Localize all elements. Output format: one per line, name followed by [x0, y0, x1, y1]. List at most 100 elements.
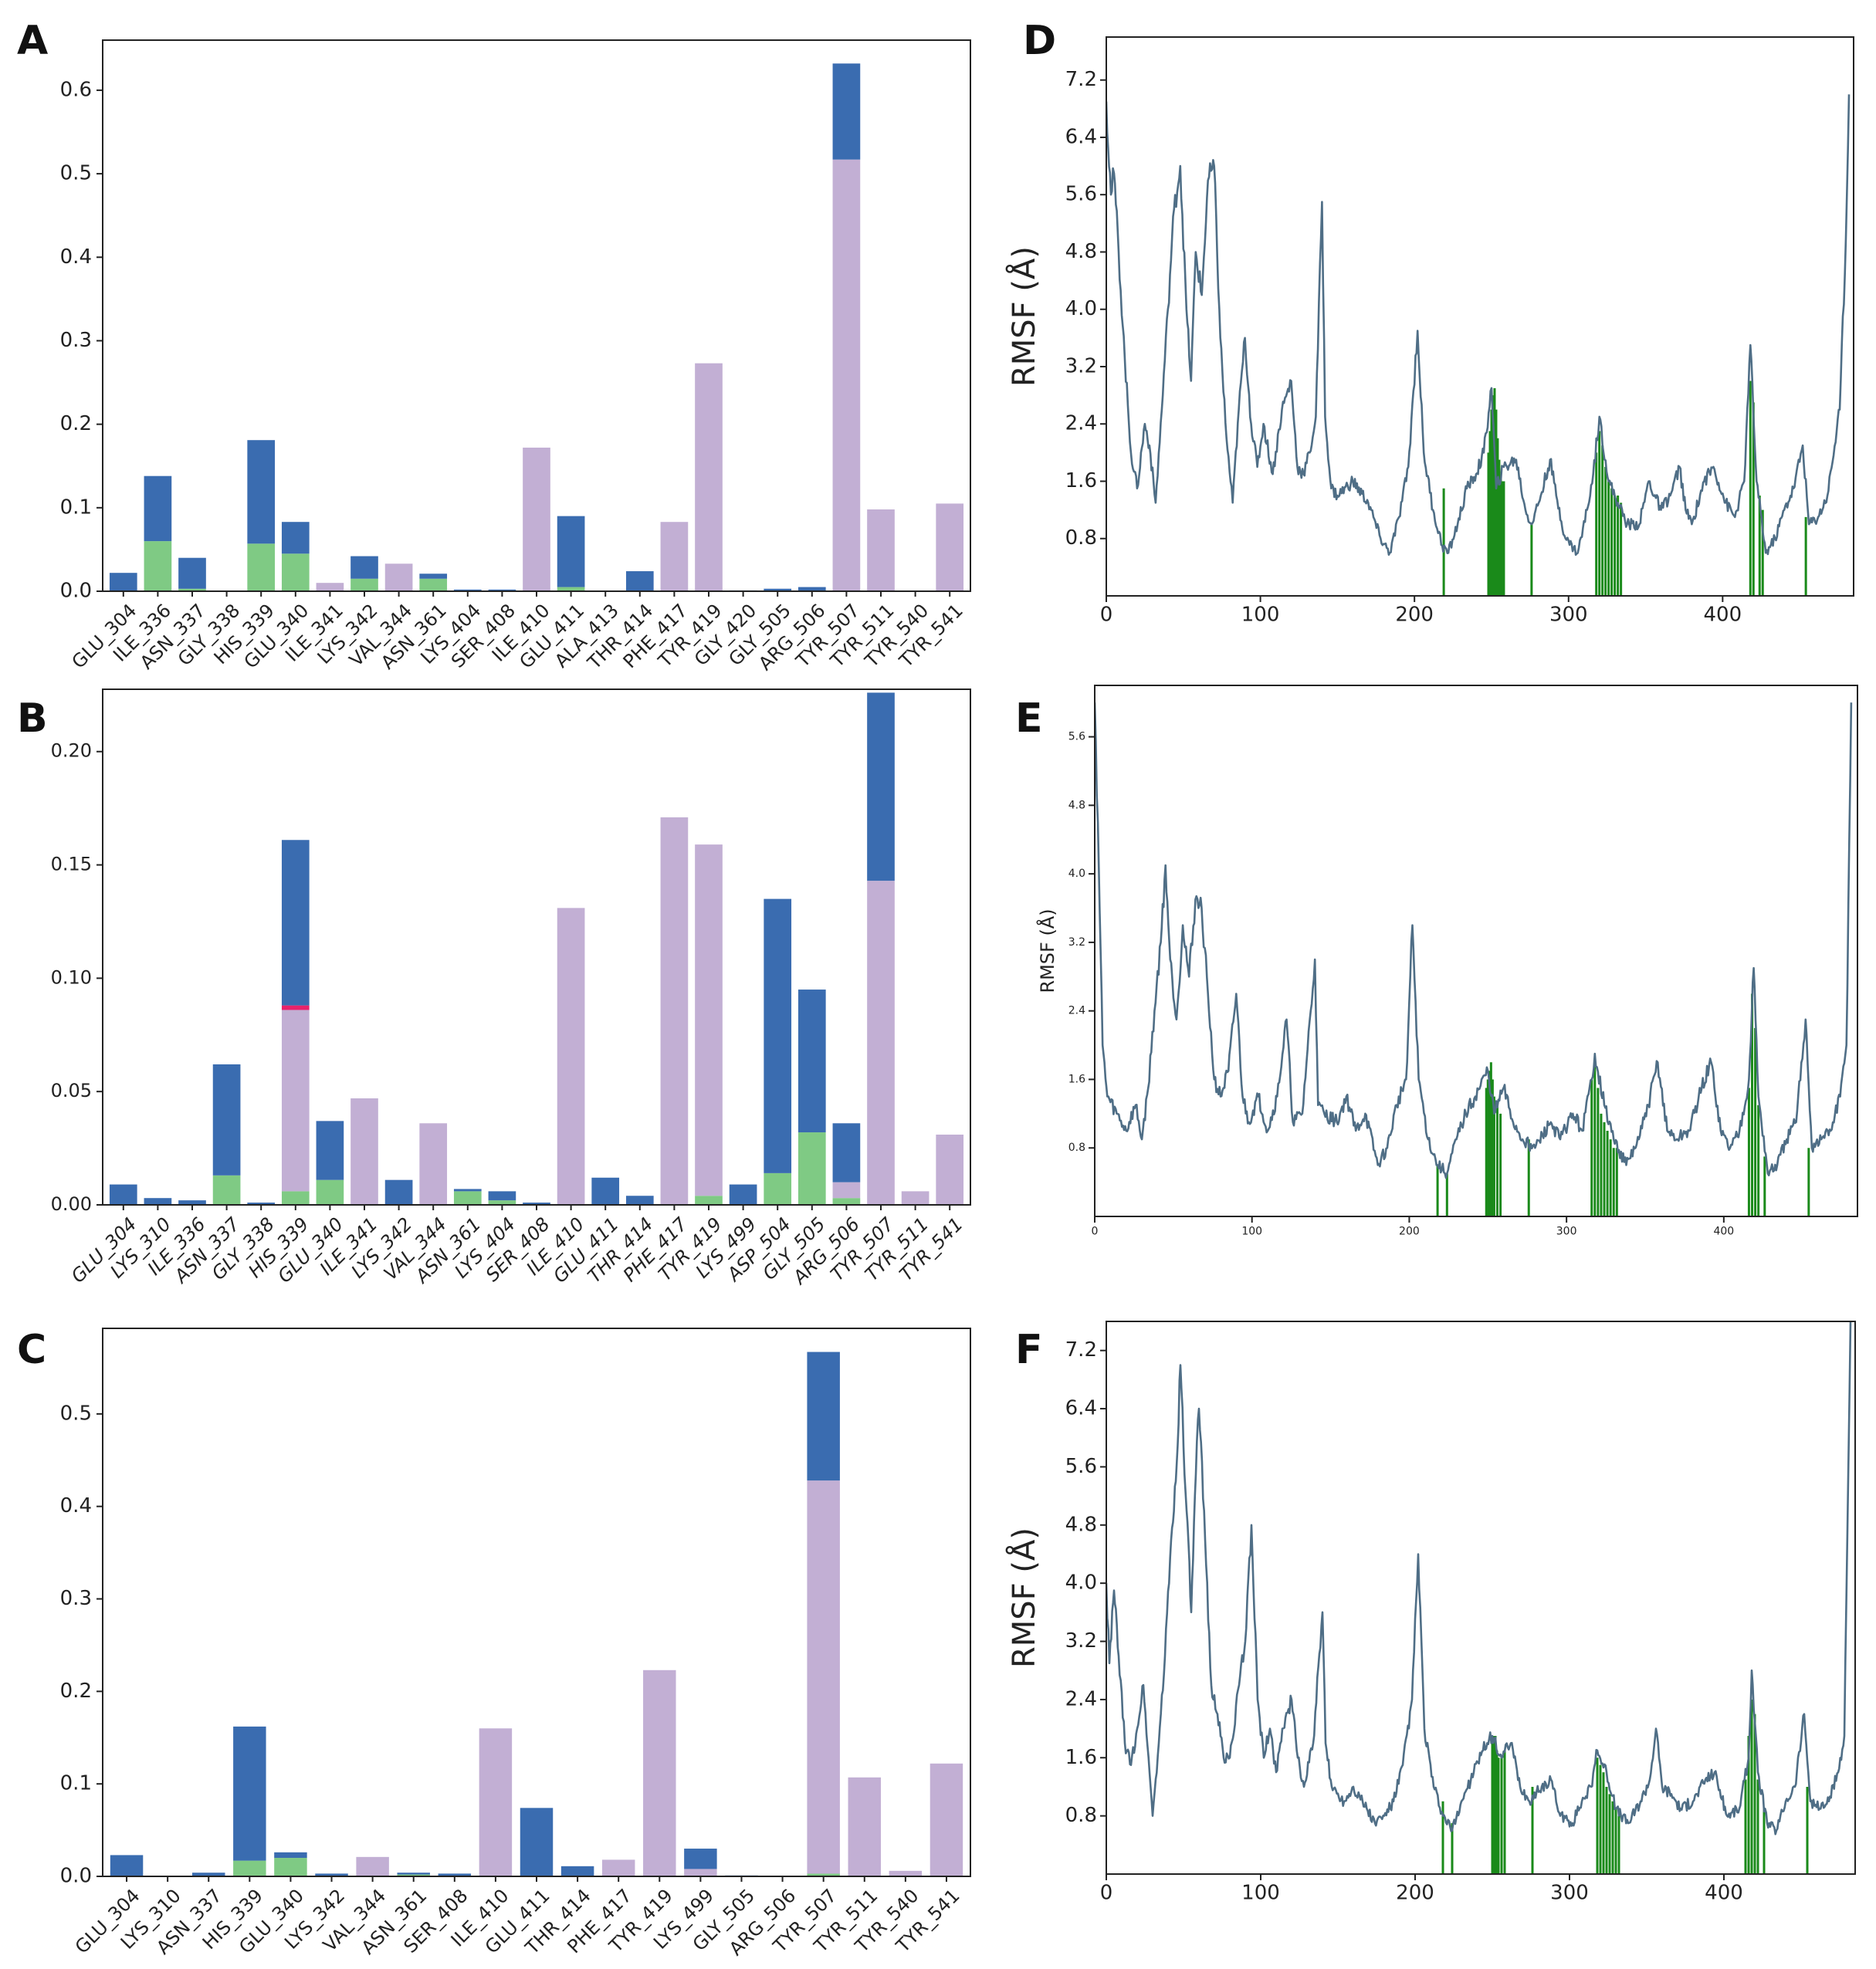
bar-B-ARG_506-lavender: [832, 1182, 861, 1199]
bar-A-SER_408-blue: [488, 589, 516, 591]
bar-C-ASN_361-blue: [397, 1873, 430, 1875]
x-tick-label-E: 200: [1399, 1226, 1420, 1238]
bar-A-VAL_344-lavender: [384, 563, 413, 591]
panel-A: AGLU_304ILE_336ASN_337GLY_338HIS_339GLU_…: [17, 18, 971, 675]
x-tick-label-E: 300: [1556, 1226, 1577, 1238]
bar-C-HIS_339-blue: [233, 1726, 266, 1861]
y-axis-label-E: RMSF (Å): [1036, 908, 1058, 993]
bar-B-ILE_410-lavender: [557, 908, 585, 1205]
x-tick-label-E: 100: [1241, 1226, 1262, 1238]
bar-C-GLU_411-blue: [520, 1808, 554, 1876]
y-tick-label-F: 7.2: [1065, 1338, 1097, 1362]
bar-B-ASP_504-blue: [764, 898, 792, 1173]
y-tick-label-C: 0.4: [60, 1494, 92, 1517]
y-tick-label-F: 6.4: [1065, 1397, 1097, 1420]
bar-A-ILE_410-lavender: [523, 447, 550, 591]
y-tick-label-D: 0.8: [1065, 526, 1097, 550]
x-tick-label-D: 100: [1241, 603, 1280, 626]
y-tick-label-D: 3.2: [1065, 354, 1097, 377]
bar-A-ASN_337-blue: [178, 557, 206, 589]
y-tick-label-F: 4.0: [1065, 1571, 1097, 1595]
bar-A-LYS_342-blue: [350, 556, 378, 579]
bar-C-LYS_499-blue: [684, 1849, 717, 1869]
bar-C-TYR_511-lavender: [848, 1777, 882, 1876]
bar-B-HIS_339-blue: [281, 840, 310, 1006]
y-tick-label-E: 0.8: [1068, 1142, 1085, 1154]
bar-B-GLY_505-green: [797, 1132, 826, 1205]
y-tick-label-D: 7.2: [1065, 68, 1097, 91]
y-tick-label-B: 0.10: [51, 966, 92, 988]
bar-A-TYR_419-lavender: [695, 363, 723, 591]
bar-A-TYR_541-lavender: [936, 503, 964, 591]
y-tick-label-A: 0.5: [60, 162, 92, 185]
x-tick-label-E: 400: [1713, 1226, 1734, 1238]
bar-C-SER_408-blue: [438, 1873, 472, 1876]
bar-B-HIS_339-pink: [281, 1005, 310, 1010]
bar-B-TYR_507-blue: [867, 692, 895, 881]
plot-frame-F: [1106, 1321, 1856, 1875]
bar-B-LYS_342-blue: [384, 1179, 413, 1205]
y-tick-label-F: 4.8: [1065, 1513, 1097, 1536]
bar-B-GLU_340-blue: [316, 1121, 344, 1180]
bar-B-ARG_506-green: [832, 1198, 861, 1205]
bar-A-ASN_361-green: [419, 578, 448, 591]
y-tick-label-D: 2.4: [1065, 412, 1097, 435]
y-tick-label-A: 0.2: [60, 412, 92, 435]
panel-E: E 0 100 200 300 400 0.8 1.6 2.4 3.2 4.0 4.8 5.6 RMSF …: [1015, 685, 1858, 1238]
bar-C-TYR_507-green: [807, 1873, 840, 1876]
bar-B-LYS_499-blue: [729, 1184, 757, 1205]
y-tick-label-F: 5.6: [1065, 1455, 1097, 1478]
bar-B-ARG_506-blue: [832, 1123, 861, 1182]
bar-C-ASN_361-green: [397, 1874, 430, 1876]
x-tick-label-F: 200: [1396, 1881, 1434, 1904]
plot-frame-A: [102, 39, 971, 592]
bar-A-HIS_339-green: [247, 543, 276, 591]
y-tick-label-B: 0.00: [51, 1193, 92, 1215]
bar-B-GLY_505-blue: [797, 990, 826, 1133]
rmsf-line-E: [1095, 702, 1853, 1179]
x-tick-label-F: 400: [1705, 1881, 1743, 1904]
bar-C-GLU_340-green: [274, 1858, 307, 1876]
bar-A-GLU_411-green: [557, 587, 585, 591]
plot-frame-E: [1094, 685, 1858, 1217]
bar-C-TYR_419-lavender: [643, 1670, 676, 1876]
bar-B-TYR_507-lavender: [867, 881, 895, 1205]
bar-A-ILE_336-green: [144, 541, 172, 591]
plot-frame-C: [102, 1328, 971, 1877]
y-tick-label-F: 2.4: [1065, 1687, 1097, 1710]
x-tick-label-D: 300: [1549, 603, 1588, 626]
bar-B-TYR_511-lavender: [901, 1191, 930, 1205]
bar-C-TYR_540-lavender: [889, 1870, 923, 1876]
bar-C-TYR_541-lavender: [930, 1763, 963, 1876]
bar-A-GLY_505-blue: [764, 588, 792, 591]
bar-C-ILE_410-lavender: [479, 1728, 513, 1876]
rmsf-line-D: [1106, 94, 1851, 557]
y-tick-label-E: 3.2: [1068, 936, 1085, 949]
y-tick-label-F: 3.2: [1065, 1629, 1097, 1653]
y-tick-label-A: 0.6: [60, 78, 92, 101]
bar-B-ASN_337-green: [212, 1175, 241, 1205]
bar-A-ARG_506-blue: [797, 587, 826, 591]
bar-B-SER_408-blue: [523, 1203, 550, 1205]
panel-letter-F: F: [1015, 1327, 1043, 1373]
y-tick-label-D: 4.0: [1065, 297, 1097, 320]
bar-B-LYS_310-blue: [144, 1198, 172, 1205]
y-axis-label-F: RMSF (Å): [1005, 1527, 1042, 1668]
panel-letter-E: E: [1015, 695, 1043, 742]
y-tick-label-C: 0.0: [60, 1865, 92, 1888]
x-tick-label-F: 300: [1550, 1881, 1589, 1904]
y-tick-label-D: 4.8: [1065, 240, 1097, 263]
bar-C-ASN_337-blue: [191, 1873, 225, 1876]
y-tick-label-C: 0.2: [60, 1680, 92, 1703]
x-tick-label-D: 400: [1704, 603, 1742, 626]
bar-B-VAL_344-lavender: [419, 1123, 448, 1205]
x-tick-label-D: 200: [1395, 603, 1434, 626]
y-tick-label-D: 6.4: [1065, 125, 1097, 148]
bar-C-GLU_340-blue: [274, 1852, 307, 1859]
x-tick-label-E: 0: [1092, 1226, 1099, 1238]
x-tick-label-F: 100: [1241, 1881, 1280, 1904]
bar-A-ASN_361-blue: [419, 573, 448, 579]
rmsf-line-F: [1106, 1321, 1852, 1835]
bar-B-GLU_340-green: [316, 1179, 344, 1205]
